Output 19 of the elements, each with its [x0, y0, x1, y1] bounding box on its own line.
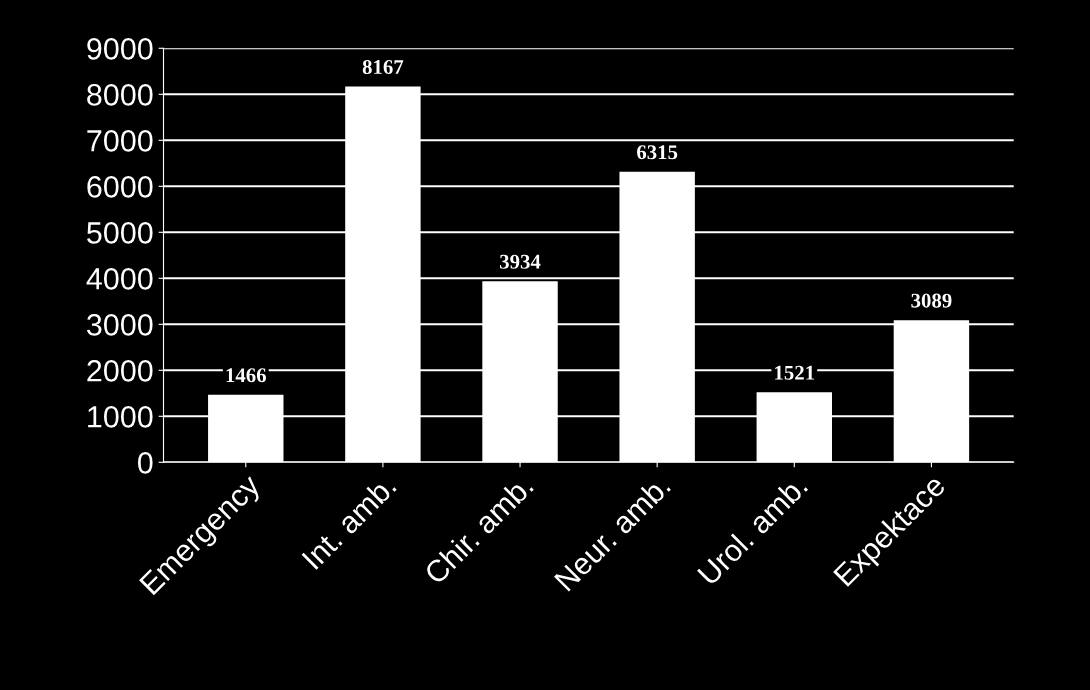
y-tick-label: 9000	[87, 38, 153, 60]
y-tick-label: 0	[137, 452, 153, 474]
x-tick-label: Chir. amb.	[422, 473, 534, 586]
x-tick-label: Int. amb.	[300, 473, 397, 570]
data-label: 1466	[226, 368, 266, 383]
y-tick-label: 4000	[86, 268, 153, 290]
data-label: 3089	[911, 293, 952, 308]
y-tick-label: 5000	[87, 222, 153, 244]
y-tick-label: 2000	[87, 360, 153, 382]
data-label: 3934	[499, 254, 541, 269]
x-tick-label: Urol. amb.	[696, 473, 809, 586]
data-label: 6315	[637, 145, 678, 160]
y-tick-label: 3000	[86, 314, 153, 336]
y-tick-label: 8000	[87, 84, 153, 106]
y-tick-label: 1000	[88, 406, 153, 428]
data-label: 1521	[775, 365, 815, 380]
data-label: 8167	[362, 59, 404, 75]
y-tick-label: 6000	[87, 176, 153, 198]
y-tick-label: 7000	[87, 130, 153, 152]
